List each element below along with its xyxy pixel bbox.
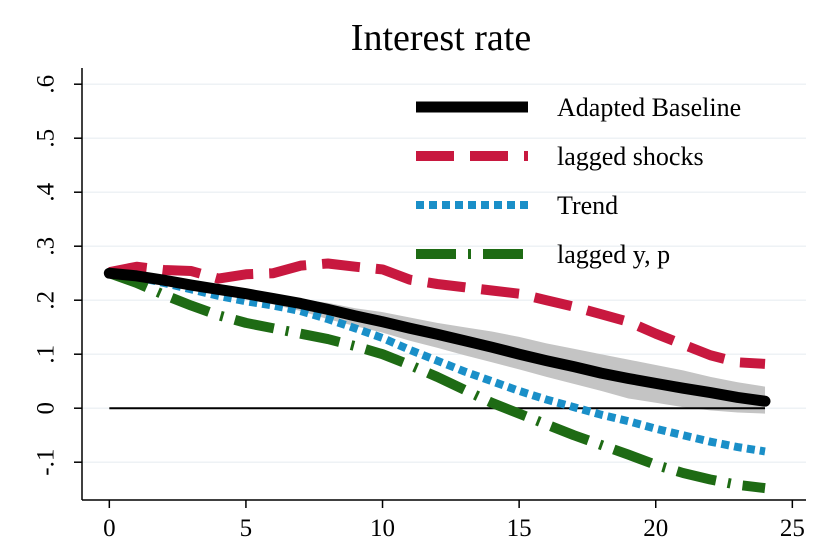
y-tick-label: .1	[33, 345, 60, 364]
y-tick-label: -.1	[33, 449, 60, 476]
x-tick-label: 25	[780, 515, 805, 542]
y-tick-label: .5	[33, 129, 60, 148]
legend-label: Trend	[557, 191, 618, 220]
x-tick-label: 0	[103, 515, 116, 542]
y-tick-label: .3	[33, 237, 60, 256]
legend-label: Adapted Baseline	[557, 93, 741, 122]
legend-label: lagged shocks	[557, 142, 704, 171]
series-line-adapted-baseline	[103, 267, 771, 407]
y-tick-label: .4	[33, 182, 60, 201]
y-tick-label: 0	[33, 402, 60, 415]
confidence-band	[109, 273, 766, 414]
y-tick-label: .6	[33, 75, 60, 94]
x-tick-label: 15	[507, 515, 532, 542]
axes: -.1 0 .1 .2 .3 .4 .5 .6 0 5 10 15 20 25	[33, 68, 806, 542]
x-tick-label: 20	[643, 515, 668, 542]
legend-label: lagged y, p	[557, 240, 670, 269]
y-tick-label: .2	[33, 291, 60, 310]
chart-title: Interest rate	[351, 17, 531, 59]
legend: Adapted Baseline lagged shocks Trend lagged…	[416, 93, 741, 269]
series-line-lagged-shocks	[108, 258, 766, 369]
series-line-lagged-y-p	[107, 268, 766, 494]
series-line-trend	[108, 269, 766, 456]
x-tick-label: 5	[240, 515, 253, 542]
confidence-band-layer	[109, 273, 766, 414]
series-layer	[103, 258, 771, 494]
x-tick-label: 10	[370, 515, 395, 542]
